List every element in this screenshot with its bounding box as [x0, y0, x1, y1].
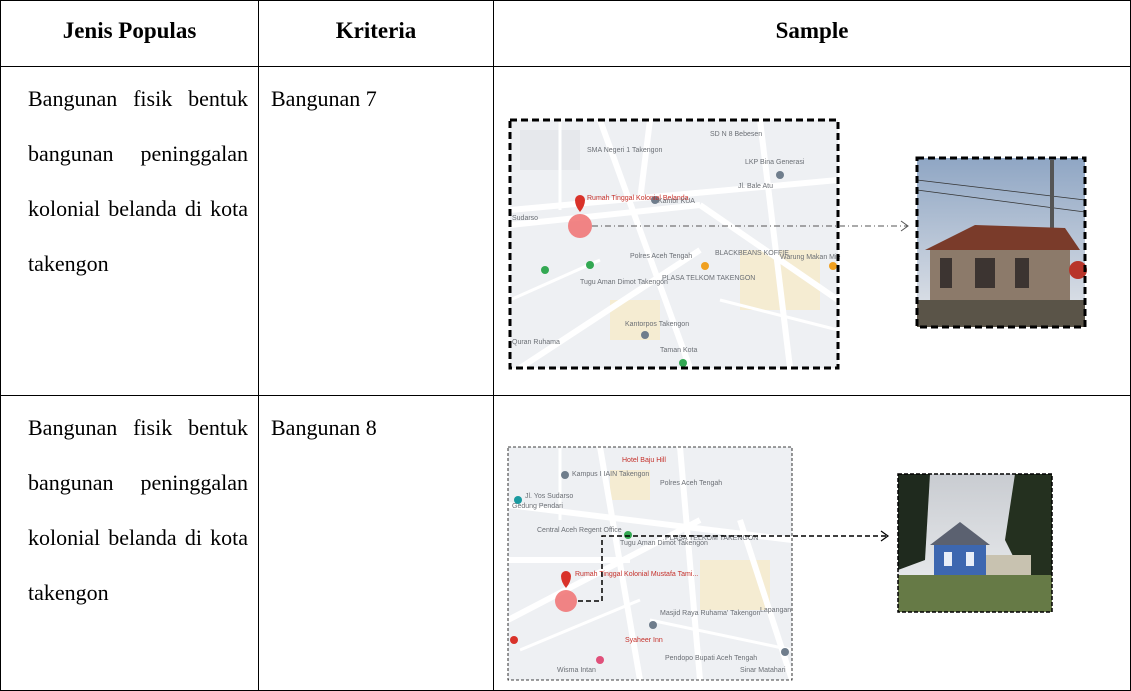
map-label: Sinar Matahari: [740, 667, 786, 674]
photo-image: [917, 158, 1087, 327]
map-label: PLASA TELKOM TAKENGON: [665, 535, 758, 542]
map-label: Polres Aceh Tengah: [630, 253, 692, 260]
map-label: PLASA TELKOM TAKENGON: [662, 275, 755, 282]
map-label: Wisma Intan: [557, 667, 596, 674]
map-label: Polres Aceh Tengah: [660, 480, 722, 487]
map-label: Warung Makan Mie: [780, 254, 841, 261]
map-label: Sudarso: [512, 215, 538, 222]
map-label: Kampus I IAIN Takengon: [572, 471, 649, 478]
map-label: Masjid Raya Ruhama' Takengon: [660, 610, 761, 617]
map-label: Quran Ruhama: [512, 339, 560, 346]
map-label: Pendopo Bupati Aceh Tengah: [665, 655, 757, 662]
map-label: Taman Kota: [660, 347, 697, 354]
sample-graphics: SD N 8 Bebesen SMA Negeri 1 Takengon LKP B…: [0, 0, 1131, 691]
map-label: LKP Bina Generasi: [745, 159, 805, 166]
map-label: Kantor KUA: [658, 198, 695, 205]
map-label: Jl. Bale Atu: [738, 183, 773, 190]
map-label: Lapangan: [760, 607, 791, 614]
map-label: Kantorpos Takengon: [625, 321, 689, 328]
map-label: Gedung Pendari: [512, 503, 563, 510]
page: {"table": { "headers": ["Jenis Populas",…: [0, 0, 1131, 691]
map-label: BLACKBEANS KOFFIE: [715, 250, 789, 257]
map-image: SD N 8 Bebesen SMA Negeri 1 Takengon LKP B…: [510, 120, 841, 368]
map-label: Hotel Baju Hill: [622, 457, 666, 464]
photo-image: [898, 474, 1052, 612]
map-label: Jl. Yos Sudarso: [525, 493, 573, 500]
map-label: Syaheer Inn: [625, 637, 663, 644]
map-label: Tugu Aman Dimot Takengon: [580, 279, 668, 286]
map-image: Hotel Baju Hill Kampus I IAIN Takengon Jl.…: [508, 447, 792, 680]
map-label: SMA Negeri 1 Takengon: [587, 147, 662, 154]
map-label: SD N 8 Bebesen: [710, 131, 762, 138]
map-label: Rumah Tinggal Kolonial Mustafa Tami...: [575, 571, 698, 578]
map-label: Central Aceh Regent Office: [537, 527, 622, 534]
